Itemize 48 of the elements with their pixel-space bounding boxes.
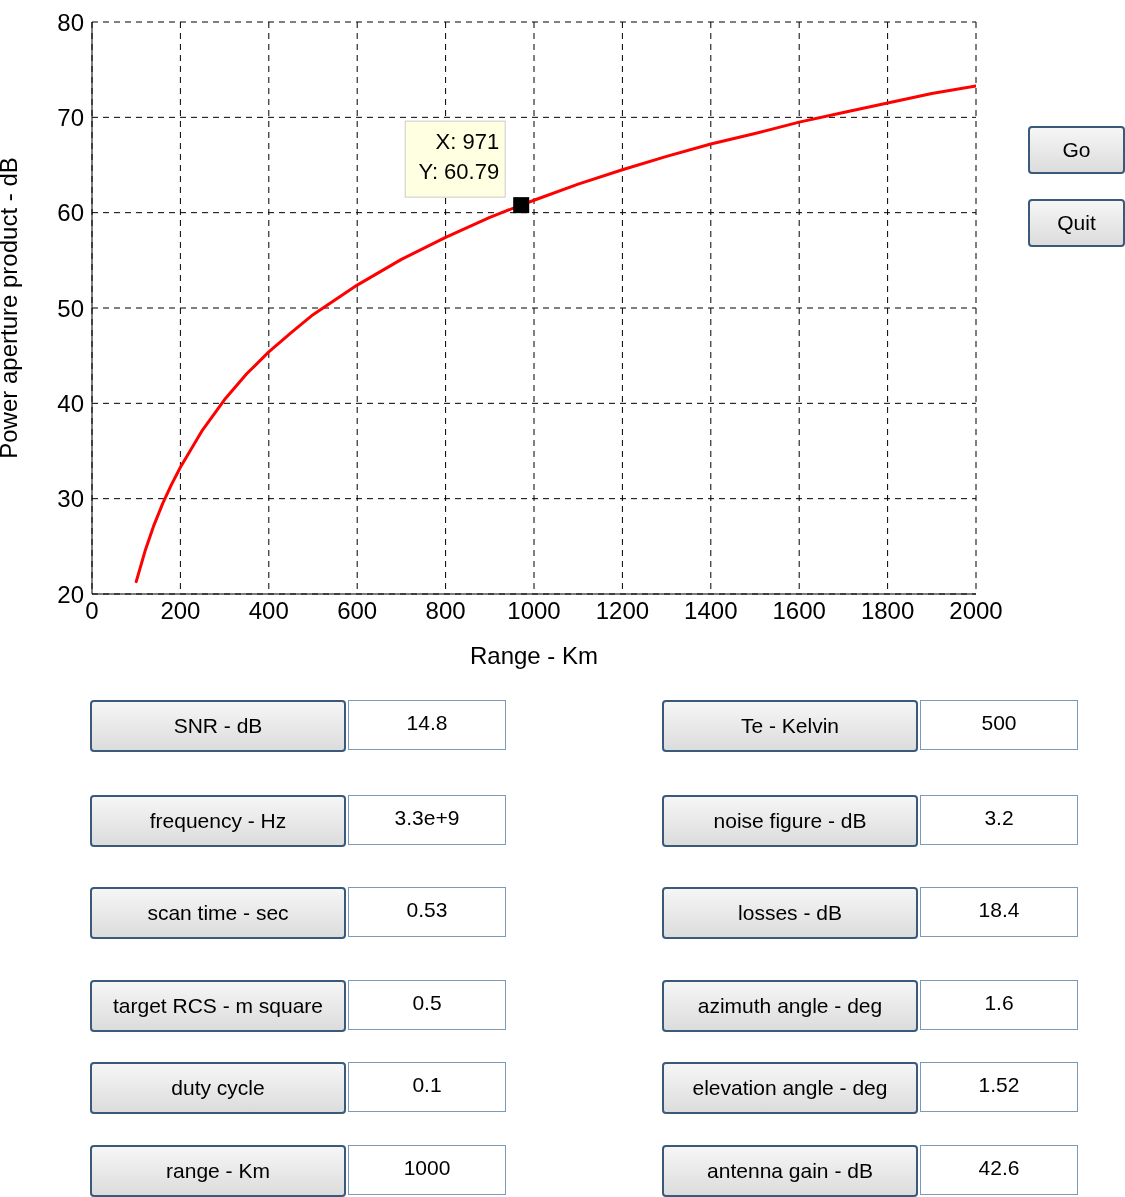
text: elevation angle - deg <box>662 1062 918 1114</box>
x-tick-label: 0 <box>85 597 99 625</box>
line-series <box>134 84 976 584</box>
text: 500 <box>920 700 1078 750</box>
text: noise figure - dB <box>662 795 918 847</box>
text: SNR - dB <box>90 700 346 752</box>
x-tick-label: 400 <box>248 597 289 625</box>
x-tick-label: 200 <box>160 597 201 625</box>
text: frequency - Hz <box>90 795 346 847</box>
text: Go <box>1028 126 1125 174</box>
x-tick-label: 600 <box>337 597 378 625</box>
text: scan time - sec <box>90 887 346 939</box>
y-tick-label: 20 <box>57 580 84 608</box>
x-tick-label: 1000 <box>507 597 561 625</box>
text: target RCS - m square <box>90 980 346 1032</box>
text: 1000 <box>348 1145 506 1195</box>
text: range - Km <box>90 1145 346 1197</box>
text: 0.5 <box>348 980 506 1030</box>
x-axis-title: Range - Km <box>469 642 599 669</box>
text: 0.53 <box>348 887 506 937</box>
text: 14.8 <box>348 700 506 750</box>
text: azimuth angle - deg <box>662 980 918 1032</box>
y-axis-title: Power aperture product - dB <box>0 157 22 459</box>
text: antenna gain - dB <box>662 1145 918 1197</box>
text: Quit <box>1028 199 1125 247</box>
x-tick-label: 1800 <box>860 597 915 625</box>
annotation: X: 971 Y: 60.79 <box>418 129 500 185</box>
y-tick-label: 30 <box>57 485 84 513</box>
text: 3.3e+9 <box>348 795 506 845</box>
text: losses - dB <box>662 887 918 939</box>
text: 1.6 <box>920 980 1078 1030</box>
x-tick-label: 1400 <box>684 597 738 625</box>
text: Te - Kelvin <box>662 700 918 752</box>
x-tick-label: 1600 <box>772 597 826 625</box>
text: 3.2 <box>920 795 1078 845</box>
y-tick-label: 60 <box>57 199 84 227</box>
text: 18.4 <box>920 887 1078 937</box>
y-tick-label: 50 <box>57 294 84 322</box>
x-tick-label: 800 <box>425 597 466 625</box>
y-tick-label: 40 <box>57 389 84 417</box>
y-tick-label: 70 <box>57 103 84 131</box>
x-tick-label: 1200 <box>595 597 650 625</box>
text: 42.6 <box>920 1145 1078 1195</box>
x-tick-label: 2000 <box>949 597 1003 625</box>
text: 0.1 <box>348 1062 506 1112</box>
text: duty cycle <box>90 1062 346 1114</box>
y-tick-label: 80 <box>57 8 84 36</box>
text: 1.52 <box>920 1062 1078 1112</box>
